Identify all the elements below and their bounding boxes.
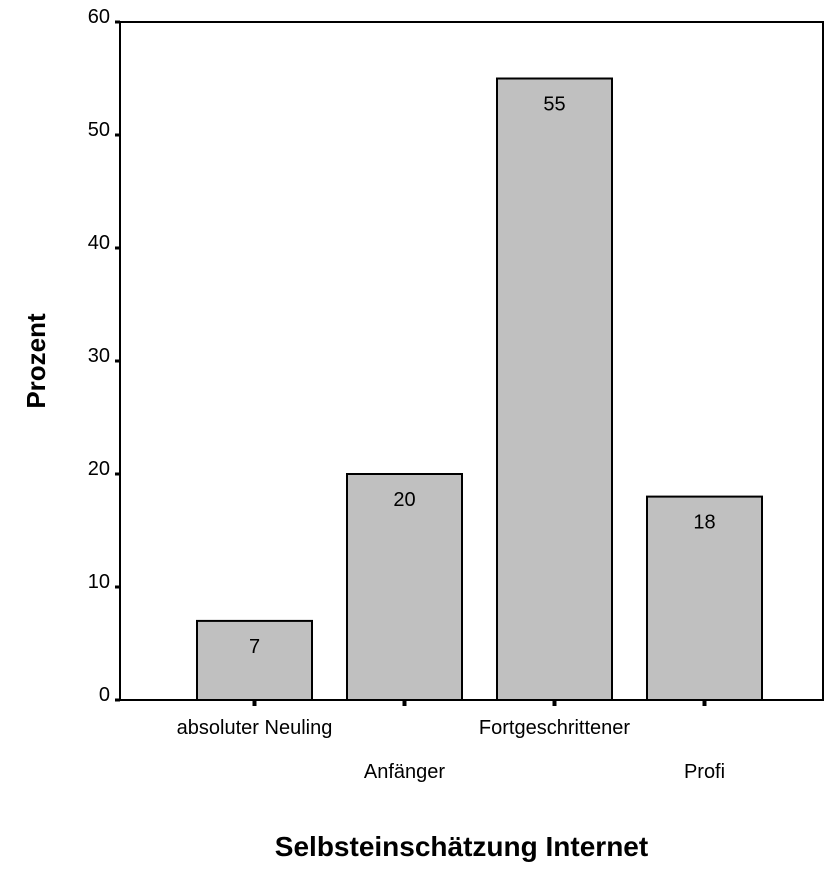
y-axis: 0 10 20 30 40 50 60 (88, 6, 120, 706)
data-label-2: 20 (393, 489, 415, 511)
y-tick-label: 0 (99, 684, 110, 706)
bar-1 (196, 619, 313, 702)
x-tick-label: Profi (684, 761, 725, 783)
y-tick-label: 20 (88, 458, 110, 480)
x-tick-label: Anfänger (364, 761, 446, 783)
y-tick-label: 40 (88, 232, 110, 254)
data-label-1: 7 (249, 636, 260, 658)
bar-4 (646, 495, 763, 701)
y-tick-label: 30 (88, 345, 110, 367)
bar-2 (346, 473, 463, 701)
data-label-3: 55 (543, 94, 565, 116)
x-axis-title: Selbsteinschätzung Internet (275, 831, 648, 862)
y-axis-title: Prozent (21, 313, 51, 409)
x-tick-label: Fortgeschrittener (479, 717, 631, 739)
y-tick-label: 10 (88, 571, 110, 593)
data-label-4: 18 (693, 512, 715, 534)
data-labels: 7 20 55 18 (249, 94, 716, 658)
bar-3 (496, 77, 613, 701)
y-tick-label: 50 (88, 119, 110, 141)
y-tick-label: 60 (88, 6, 110, 28)
bars (196, 77, 763, 702)
x-axis: absoluter Neuling Anfänger Fortgeschritten… (177, 700, 725, 783)
x-tick-label: absoluter Neuling (177, 717, 333, 739)
